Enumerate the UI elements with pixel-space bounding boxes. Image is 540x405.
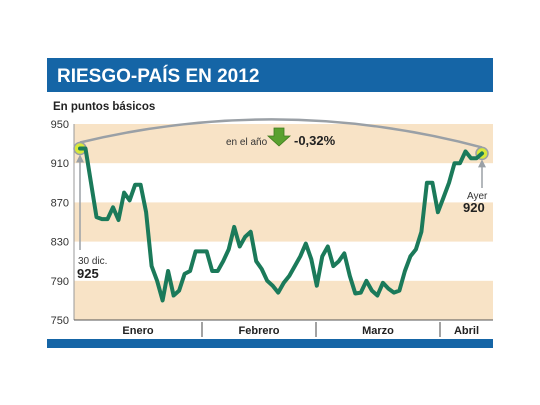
chart-title: RIESGO-PAÍS EN 2012 — [57, 65, 259, 87]
chart-subtitle: En puntos básicos — [53, 101, 155, 113]
title-bar — [47, 58, 493, 92]
change-value: -0,32% — [294, 133, 336, 148]
start-label: 30 dic. — [78, 256, 107, 267]
background-band — [74, 202, 493, 242]
end-annotation: Ayer 920 — [463, 191, 488, 215]
y-tick-label: 950 — [51, 119, 69, 131]
start-annotation: 30 dic. 925 — [77, 256, 107, 281]
end-value: 920 — [463, 200, 485, 215]
month-label: Enero — [122, 325, 153, 337]
month-label: Abril — [454, 325, 479, 337]
month-label: Marzo — [362, 325, 394, 337]
plot-area: 950 910 870 830 790 750 Enero Febrero Marzo Abri… — [51, 118, 493, 337]
y-tick-label: 750 — [51, 315, 69, 327]
bottom-bar — [47, 339, 493, 348]
annual-change-annotation: en el año -0,32% — [226, 127, 336, 148]
y-tick-label: 870 — [51, 197, 69, 209]
y-tick-label: 830 — [51, 237, 69, 249]
end-label: Ayer — [467, 191, 488, 202]
end-pointer-arrow-icon — [478, 159, 486, 168]
y-tick-label: 790 — [51, 276, 69, 288]
y-tick-label: 910 — [51, 158, 69, 170]
down-arrow-icon — [266, 127, 292, 147]
change-label: en el año — [226, 137, 268, 148]
start-pointer-arrow-icon — [76, 154, 84, 163]
start-value: 925 — [77, 266, 99, 281]
series-line — [78, 146, 484, 303]
trend-arc — [79, 118, 483, 149]
month-label: Febrero — [239, 325, 280, 337]
